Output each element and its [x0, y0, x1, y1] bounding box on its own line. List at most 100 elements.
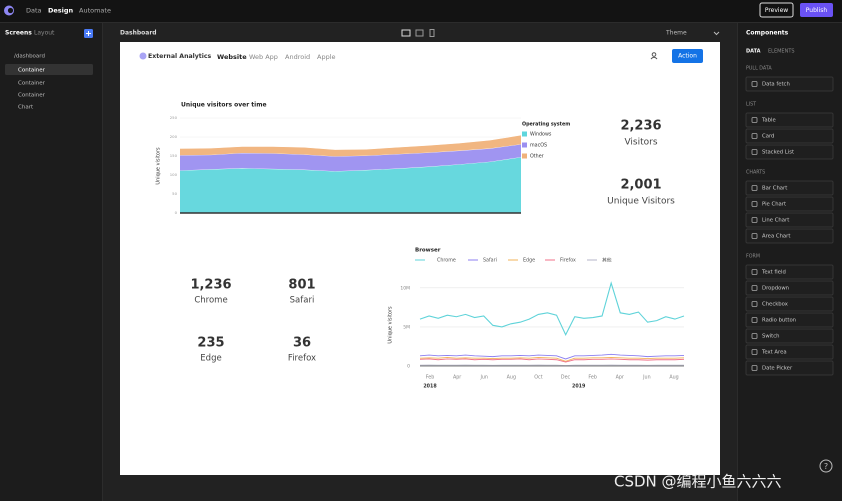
mobile-icon[interactable] — [429, 29, 435, 37]
y-tick-label: 250 — [170, 115, 178, 120]
component-label: Stacked List — [762, 150, 794, 156]
component-label: Pie Chart — [762, 202, 786, 208]
y-tick-label: 150 — [170, 153, 178, 158]
stat-label: Edge — [200, 354, 221, 364]
app-nav[interactable]: Web App — [249, 53, 278, 61]
x-tick-label: Oct — [534, 375, 542, 381]
theme-select[interactable]: Theme — [665, 30, 687, 37]
component-item[interactable] — [745, 128, 834, 144]
panel-tab[interactable]: ELEMENTS — [768, 49, 795, 55]
component-label: Bar Chart — [762, 186, 787, 192]
x-tick-label: Jun — [479, 375, 488, 381]
legend-label: Edge — [523, 258, 535, 264]
panel-tab[interactable]: Screens — [5, 30, 32, 37]
app-canvas — [120, 42, 720, 475]
component-item[interactable] — [745, 264, 834, 280]
component-icon — [751, 201, 758, 207]
selected-row — [5, 64, 93, 75]
x-tick-label: Apr — [453, 375, 461, 381]
nav-tab[interactable]: Design — [48, 7, 74, 15]
component-icon — [751, 149, 758, 155]
action-button[interactable] — [672, 49, 703, 63]
legend-label: Safari — [483, 258, 497, 264]
nav-tab[interactable]: Automate — [79, 7, 111, 15]
app-nav[interactable]: Apple — [317, 53, 336, 61]
area — [180, 135, 521, 157]
component-icon — [751, 365, 758, 371]
nav-tab[interactable]: Data — [26, 7, 42, 15]
app-nav[interactable]: Android — [285, 53, 310, 61]
component-item[interactable] — [745, 180, 834, 196]
component-item[interactable] — [745, 296, 834, 312]
panel-tab[interactable]: Layout — [34, 30, 55, 37]
center-title: Dashboard — [120, 30, 157, 37]
line — [419, 358, 685, 363]
area — [180, 157, 521, 213]
y-tick-label: 0 — [407, 364, 410, 370]
stat-label: Safari — [290, 296, 315, 306]
y-tick-label: 50 — [172, 191, 177, 196]
stat-value: 801 — [288, 278, 315, 293]
x-tick-label: Apr — [616, 375, 624, 381]
stat-value: 1,236 — [190, 278, 231, 293]
component-label: Table — [761, 118, 776, 124]
logo — [7, 7, 14, 14]
x-year-label: 2019 — [572, 384, 586, 390]
stat-value: 2,236 — [620, 119, 661, 134]
plus-icon — [86, 31, 91, 36]
publish-button[interactable] — [800, 3, 833, 17]
component-item[interactable] — [745, 344, 834, 360]
stat-label: Chrome — [194, 296, 227, 306]
chart-title: Unique visitors over time — [181, 102, 267, 109]
component-item[interactable] — [745, 112, 834, 128]
screen-item[interactable]: /dashboard — [14, 54, 45, 60]
stat-label: Unique Visitors — [607, 197, 675, 207]
component-label: Area Chart — [762, 234, 790, 240]
device-icons — [401, 29, 435, 37]
component-icon — [751, 217, 758, 223]
area — [180, 144, 521, 172]
screen-item[interactable]: Container — [18, 68, 46, 74]
panel-tab[interactable]: DATA — [746, 49, 761, 55]
chevron[interactable] — [713, 31, 720, 36]
component-item[interactable] — [745, 144, 834, 160]
legend-swatch — [522, 142, 527, 148]
y-tick-label: 0 — [175, 210, 178, 215]
component-item[interactable] — [745, 328, 834, 344]
component-label: Data fetch — [762, 82, 790, 88]
screen-item[interactable]: Container — [18, 93, 46, 99]
component-item[interactable] — [745, 212, 834, 228]
preview-button[interactable] — [759, 2, 794, 18]
panel-title: Components — [746, 30, 789, 37]
preview-label: Preview — [765, 7, 788, 14]
section-title: CHARTS — [746, 170, 765, 176]
app-nav[interactable]: Website — [217, 53, 247, 61]
component-item[interactable] — [745, 76, 834, 92]
component-icon — [751, 133, 758, 139]
component-icon — [751, 301, 758, 307]
legend-label: macOS — [530, 143, 547, 149]
component-item[interactable] — [745, 280, 834, 296]
publish-label: Publish — [806, 7, 828, 14]
x-tick-label: Jun — [642, 375, 651, 381]
component-icon — [751, 349, 758, 355]
component-item[interactable] — [745, 360, 834, 376]
component-icon — [751, 333, 758, 339]
component-label: Checkbox — [762, 302, 788, 308]
component-item[interactable] — [745, 312, 834, 328]
screen-item[interactable]: Container — [18, 81, 46, 87]
line — [419, 353, 685, 360]
component-label: Text field — [761, 270, 786, 276]
screen-item[interactable]: Chart — [18, 105, 34, 111]
help-icon[interactable]: ? — [819, 459, 833, 473]
desktop-icon[interactable] — [401, 29, 411, 37]
component-item[interactable] — [745, 196, 834, 212]
user-icon[interactable] — [650, 52, 658, 60]
area-edge — [179, 156, 522, 172]
legend-title: Operating system — [522, 122, 570, 128]
tablet-icon[interactable] — [415, 29, 424, 37]
legend-swatch — [522, 131, 527, 137]
component-item[interactable] — [745, 228, 834, 244]
x-tick-label: Aug — [669, 375, 678, 381]
